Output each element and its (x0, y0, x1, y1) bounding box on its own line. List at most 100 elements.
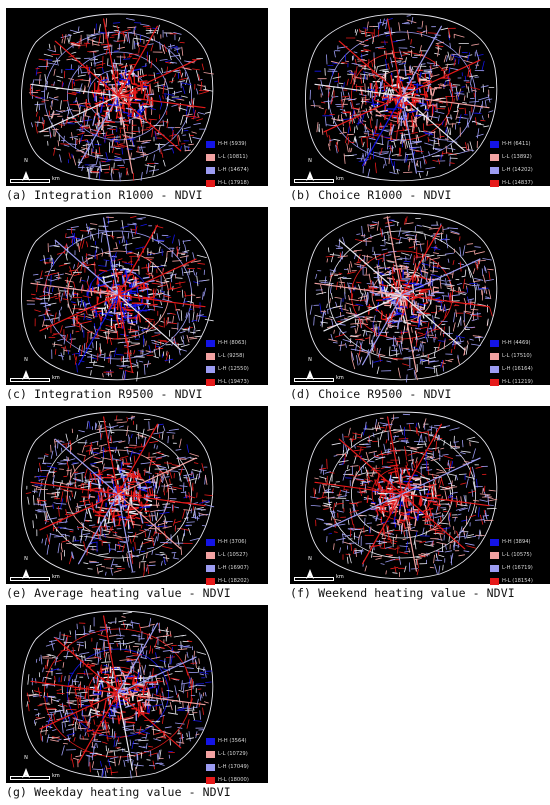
legend-label: L-L (13892) (502, 154, 532, 160)
legend-label: L-L (10575) (502, 552, 532, 558)
panel-caption: (d) Choice R9500 - NDVI (290, 387, 550, 401)
panel-caption: (f) Weekend heating value - NDVI (290, 586, 550, 600)
map-panel-f: H-H (3894)L-L (10575)L-H (16719)H-L (181… (290, 406, 550, 606)
scale-bar (294, 179, 334, 183)
legend-label: H-H (3706) (218, 539, 247, 545)
legend-swatch (490, 353, 499, 360)
scale-bar (294, 378, 334, 382)
legend-label: L-H (14674) (218, 167, 249, 173)
legend-label: L-H (12550) (218, 366, 249, 372)
scale-unit-label: km (52, 773, 60, 779)
legend-item-l-l: L-L (9258) (206, 350, 268, 362)
legend-item-h-h: H-H (5939) (206, 138, 268, 150)
legend: H-H (6411) L-L (13892) L-H (14202) H-L (148… (490, 138, 550, 190)
panel-caption: (c) Integration R9500 - NDVI (6, 387, 276, 401)
legend-label: H-H (3894) (502, 539, 531, 545)
legend-swatch (490, 379, 499, 386)
map-panel-d: H-H (4469) L-L (17510) L-H (16164) H-L (112… (290, 207, 550, 407)
legend-swatch (206, 777, 215, 784)
legend-swatch (490, 154, 499, 161)
map-panel-a: H-H (5939) L-L (10811) L-H (14674) H-L (179… (6, 8, 268, 208)
scale-unit-label: km (52, 574, 60, 580)
legend-item-h-h: H-H (3894) (490, 536, 550, 548)
legend-swatch (206, 141, 215, 148)
scale-bar (10, 577, 50, 581)
legend-item-l-h: L-H (14674) (206, 164, 268, 176)
legend: H-H (5939) L-L (10811) L-H (14674) H-L (179… (206, 138, 268, 190)
scale-bar (10, 776, 50, 780)
legend-item-l-h: L-H (16164) (490, 363, 550, 375)
legend-swatch (206, 167, 215, 174)
map-panel-g: H-H (3564)L-L (10729)L-H (17049)H-L (180… (6, 605, 268, 805)
legend-label: L-L (10811) (218, 154, 248, 160)
legend-item-l-l: L-L (17510) (490, 350, 550, 362)
scale-unit-label: km (52, 176, 60, 182)
legend-swatch (490, 539, 499, 546)
legend-label: H-L (11219) (502, 379, 533, 385)
legend-swatch (206, 552, 215, 559)
legend-swatch (206, 379, 215, 386)
legend-item-l-l: L-L (13892) (490, 151, 550, 163)
legend-swatch (490, 141, 499, 148)
legend-label: H-H (3564) (218, 738, 247, 744)
north-label: N (305, 556, 315, 562)
legend-label: H-H (6411) (502, 141, 531, 147)
legend-swatch (490, 180, 499, 187)
north-label: N (21, 357, 31, 363)
scale-unit-label: km (336, 574, 344, 580)
scale-bar (10, 378, 50, 382)
legend-item-l-l: L-L (10811) (206, 151, 268, 163)
legend-swatch (206, 738, 215, 745)
scale-bar (294, 577, 334, 581)
legend-item-h-h: H-H (4469) (490, 337, 550, 349)
scale-unit-label: km (336, 375, 344, 381)
legend-item-l-l: L-L (10729) (206, 748, 268, 760)
north-label: N (305, 158, 315, 164)
legend-item-h-h: H-H (3706) (206, 536, 268, 548)
scale-bar (10, 179, 50, 183)
north-label: N (21, 158, 31, 164)
legend-swatch (206, 565, 215, 572)
map-panel-b: H-H (6411) L-L (13892) L-H (14202) H-L (148… (290, 8, 550, 208)
north-label: N (305, 357, 315, 363)
panel-caption: (e) Average heating value - NDVI (6, 586, 276, 600)
legend-swatch (206, 764, 215, 771)
legend-swatch (490, 366, 499, 373)
legend-swatch (490, 578, 499, 585)
legend-swatch (490, 565, 499, 572)
legend-swatch (206, 751, 215, 758)
legend-swatch (206, 180, 215, 187)
legend-swatch (490, 552, 499, 559)
legend-label: H-L (14837) (502, 180, 533, 186)
legend-swatch (206, 353, 215, 360)
legend-label: L-H (16164) (502, 366, 533, 372)
legend-label: H-L (19473) (218, 379, 249, 385)
legend-item-l-h: L-H (12550) (206, 363, 268, 375)
legend-label: L-H (17049) (218, 764, 249, 770)
legend-item-l-h: L-H (16719) (490, 562, 550, 574)
legend: H-H (3564)L-L (10729)L-H (17049)H-L (180… (206, 735, 268, 787)
legend-label: H-L (17918) (218, 180, 249, 186)
legend-item-h-h: H-H (3564) (206, 735, 268, 747)
legend-label: L-L (9258) (218, 353, 244, 359)
legend: H-H (4469) L-L (17510) L-H (16164) H-L (112… (490, 337, 550, 389)
legend-swatch (206, 366, 215, 373)
legend-item-l-h: L-H (14202) (490, 164, 550, 176)
legend: H-H (3894)L-L (10575)L-H (16719)H-L (181… (490, 536, 550, 588)
north-label: N (21, 556, 31, 562)
legend-swatch (490, 167, 499, 174)
legend-label: H-H (4469) (502, 340, 531, 346)
map-panel-c: H-H (8063) L-L (9258) L-H (12550) H-L (1947… (6, 207, 268, 407)
legend-label: H-L (18202) (218, 578, 249, 584)
legend: H-H (3706) L-L (10527) L-H (16907) H-L (182… (206, 536, 268, 588)
legend-swatch (206, 539, 215, 546)
scale-unit-label: km (336, 176, 344, 182)
legend: H-H (8063) L-L (9258) L-H (12550) H-L (1947… (206, 337, 268, 389)
legend-label: L-H (16907) (218, 565, 249, 571)
legend-label: L-L (10527) (218, 552, 248, 558)
legend-label: H-H (8063) (218, 340, 247, 346)
map-panel-e: H-H (3706) L-L (10527) L-H (16907) H-L (182… (6, 406, 268, 606)
legend-swatch (206, 340, 215, 347)
panel-caption: (a) Integration R1000 - NDVI (6, 188, 276, 202)
legend-item-l-h: L-H (17049) (206, 761, 268, 773)
